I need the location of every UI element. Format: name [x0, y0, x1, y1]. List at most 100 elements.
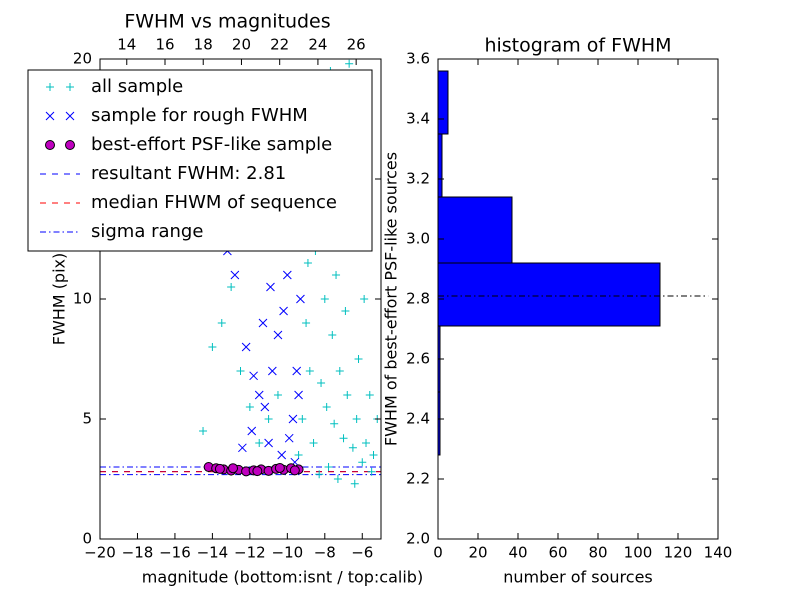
point-plus	[315, 470, 324, 479]
point-x	[249, 371, 258, 381]
x-tick-label: 120	[664, 544, 693, 562]
x-tick-label: 40	[508, 544, 527, 562]
x-axis-label: magnitude (bottom:isnt / top:calib)	[142, 568, 423, 587]
x-tick-label: −14	[197, 544, 229, 562]
x2-tick-label: 26	[347, 36, 366, 54]
y-tick-label: 3.6	[406, 50, 430, 68]
point-circle	[252, 466, 263, 477]
y-tick-label: 2.6	[406, 350, 430, 368]
point-x	[258, 318, 268, 328]
point-plus	[298, 415, 307, 423]
x2-tick-label: 22	[270, 36, 289, 54]
point-plus	[264, 415, 273, 423]
x2-tick-label: 14	[117, 36, 136, 54]
point-plus	[343, 391, 352, 399]
histogram-bar	[437, 70, 449, 135]
y-tick-label: 3.2	[406, 170, 430, 188]
point-plus	[66, 83, 74, 91]
point-x	[45, 111, 55, 121]
point-plus	[227, 283, 236, 291]
point-x	[230, 270, 240, 280]
x2-tick-label: 16	[155, 36, 174, 54]
x-tick-label: −10	[272, 544, 304, 562]
point-circle	[289, 465, 300, 476]
y-tick-label: 2.0	[406, 530, 430, 548]
histogram-bar	[437, 133, 443, 198]
point-x	[247, 426, 257, 436]
point-plus	[208, 343, 217, 351]
chart-title: histogram of FWHM	[484, 35, 671, 57]
y-tick-label: 2.4	[406, 410, 430, 428]
point-plus	[236, 367, 245, 375]
point-plus	[348, 443, 357, 452]
chart-title: FWHM vs magnitudes	[124, 11, 330, 33]
y-axis-label: FWHM of best-effort PSF-like sources	[382, 152, 401, 446]
legend-label: sigma range	[91, 221, 203, 242]
point-plus	[335, 367, 344, 375]
point-x	[264, 438, 273, 448]
point-plus	[328, 331, 337, 339]
point-plus	[322, 403, 331, 411]
point-x	[267, 366, 277, 376]
y-axis-label: FWHM (pix)	[50, 253, 69, 346]
y-tick-label: 3.4	[406, 110, 430, 128]
point-circle	[274, 462, 285, 473]
point-x	[260, 402, 270, 412]
point-x	[266, 282, 275, 292]
legend-label: all sample	[91, 76, 183, 97]
x2-tick-label: 20	[232, 36, 251, 54]
x-tick-label: −20	[84, 544, 116, 562]
histogram-bar	[437, 262, 661, 327]
x-tick-label: 20	[468, 544, 487, 562]
legend-label: sample for rough FWHM	[91, 105, 308, 126]
point-plus	[302, 319, 311, 327]
x-tick-label: −18	[122, 544, 154, 562]
legend-box	[27, 69, 373, 252]
point-plus	[305, 367, 314, 375]
point-x	[277, 450, 287, 460]
point-plus	[273, 391, 282, 399]
point-plus	[354, 355, 363, 363]
point-plus	[245, 403, 254, 411]
point-plus	[369, 451, 378, 459]
x-tick-label: −16	[159, 544, 191, 562]
point-plus	[360, 295, 369, 303]
point-circle	[45, 140, 55, 150]
point-x	[288, 414, 298, 424]
x-tick-label: 60	[548, 544, 567, 562]
x-tick-label: 80	[588, 544, 607, 562]
histogram-bar	[437, 196, 513, 264]
point-plus	[330, 419, 339, 428]
point-plus	[255, 439, 264, 447]
x2-tick-label: 24	[308, 36, 327, 54]
x-tick-label: −8	[314, 544, 336, 562]
point-x	[294, 390, 303, 400]
point-plus	[320, 295, 329, 303]
point-plus	[345, 59, 354, 68]
x-tick-label: 0	[433, 544, 443, 562]
x2-tick-label: 18	[194, 36, 213, 54]
point-plus	[303, 259, 312, 267]
point-x	[292, 366, 302, 376]
point-plus	[350, 479, 359, 488]
legend-label: resultant FWHM: 2.81	[91, 163, 286, 184]
y-tick-label: 0	[82, 530, 92, 548]
point-x	[238, 443, 247, 453]
point-plus	[362, 439, 371, 447]
point-x	[284, 433, 294, 443]
point-plus	[309, 439, 318, 447]
point-plus	[317, 379, 326, 387]
point-plus	[365, 391, 374, 399]
y-tick-label: 2.8	[406, 290, 430, 308]
point-plus	[46, 83, 54, 91]
y-tick-label: 20	[73, 50, 92, 68]
point-x	[273, 330, 283, 340]
point-x	[296, 294, 305, 304]
x-tick-label: −6	[351, 544, 373, 562]
point-plus	[358, 458, 367, 467]
point-x	[65, 111, 75, 121]
point-x	[279, 306, 288, 316]
point-plus	[339, 434, 348, 443]
